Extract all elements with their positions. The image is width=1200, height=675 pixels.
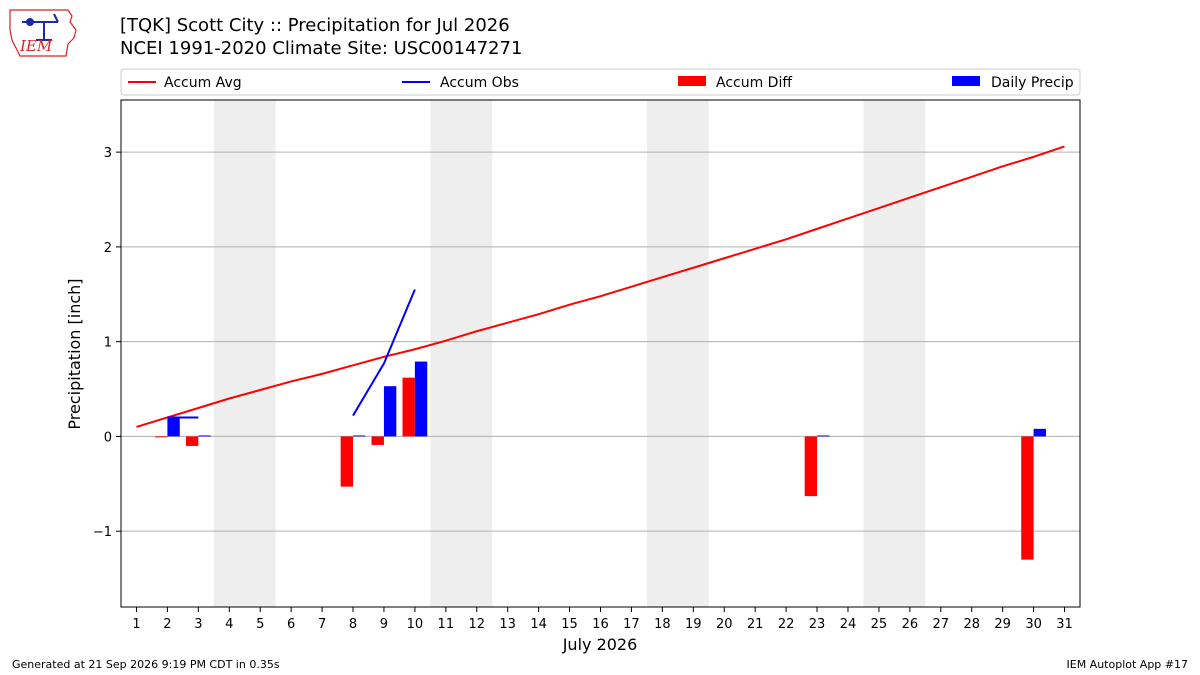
x-tick-label: 25 xyxy=(871,617,888,632)
x-tick-label: 9 xyxy=(380,617,388,632)
x-tick-label: 21 xyxy=(747,617,764,632)
x-tick-label: 16 xyxy=(592,617,609,632)
lines xyxy=(136,145,1065,428)
x-tick-label: 4 xyxy=(225,617,233,632)
weekend-band-2 xyxy=(646,100,709,607)
bar-daily-precip xyxy=(817,435,830,437)
y-axis-ticks: −1 0 1 2 3 xyxy=(93,146,121,540)
legend-swatch-accum-diff xyxy=(678,76,706,86)
legend-label-daily-precip: Daily Precip xyxy=(991,75,1074,91)
x-tick-label: 31 xyxy=(1056,617,1073,632)
bar-accum-diff xyxy=(1021,436,1034,560)
x-tick-label: 7 xyxy=(318,617,326,632)
legend: Accum Avg Accum Obs Accum Diff Daily Pre… xyxy=(120,68,1081,96)
bar-accum-diff xyxy=(185,436,199,446)
chart-subtitle: NCEI 1991-2020 Climate Site: USC00147271 xyxy=(120,38,522,59)
chart-title: [TQK] Scott City :: Precipitation for Ju… xyxy=(120,15,510,36)
x-tick-label: 19 xyxy=(685,617,702,632)
legend-label-accum-diff: Accum Diff xyxy=(716,75,792,91)
y-tick-label: 3 xyxy=(104,146,112,161)
x-tick-label: 24 xyxy=(840,617,857,632)
weather-station-icon xyxy=(22,13,59,41)
bar-daily-precip xyxy=(353,435,366,437)
x-tick-label: 22 xyxy=(778,617,795,632)
x-tick-label: 27 xyxy=(933,617,950,632)
legend-label-accum-avg: Accum Avg xyxy=(164,75,242,91)
x-tick-label: 8 xyxy=(349,617,357,632)
x-tick-label: 1 xyxy=(132,617,140,632)
x-tick-label: 15 xyxy=(561,617,578,632)
x-tick-label: 17 xyxy=(623,617,640,632)
y-axis-label: Precipitation [inch] xyxy=(65,278,84,429)
x-tick-label: 5 xyxy=(256,617,264,632)
bar-daily-precip xyxy=(167,417,180,437)
bar-daily-precip xyxy=(414,361,428,437)
x-tick-label: 13 xyxy=(499,617,516,632)
x-tick-label: 18 xyxy=(654,617,671,632)
x-tick-label: 14 xyxy=(530,617,547,632)
x-tick-label: 10 xyxy=(407,617,424,632)
bar-accum-diff xyxy=(402,377,415,437)
bar-accum-diff xyxy=(804,436,818,497)
legend-swatch-daily-precip xyxy=(952,76,980,86)
x-axis-label: July 2026 xyxy=(562,635,638,654)
weekend-band-0 xyxy=(213,100,276,607)
footer-app-id: IEM Autoplot App #17 xyxy=(1067,658,1189,671)
legend-frame xyxy=(120,68,1081,96)
bar-accum-diff xyxy=(371,436,384,445)
y-tick-label: −1 xyxy=(93,525,112,540)
bar-accum-diff xyxy=(155,436,168,438)
y-tick-label: 0 xyxy=(104,430,112,445)
bars xyxy=(155,361,1046,560)
weekend-band-1 xyxy=(430,100,493,607)
legend-label-accum-obs: Accum Obs xyxy=(440,75,519,91)
x-axis-ticks: 1 2 3 4 5 6 7 8 9 10 11 12 13 14 15 16 17 18 19 20 21 22 23 24 2… xyxy=(132,607,1073,632)
y-tick-label: 2 xyxy=(104,241,112,256)
iem-logo: IEM xyxy=(9,9,77,57)
x-tick-label: 23 xyxy=(809,617,826,632)
line-accum-avg xyxy=(136,145,1065,428)
bar-daily-precip xyxy=(198,435,211,437)
x-tick-label: 2 xyxy=(163,617,171,632)
x-tick-label: 6 xyxy=(287,617,295,632)
weekend-shading xyxy=(213,100,926,607)
line-accum-obs xyxy=(352,289,416,417)
x-tick-label: 30 xyxy=(1025,617,1042,632)
x-tick-label: 12 xyxy=(468,617,485,632)
gridlines xyxy=(121,151,1080,532)
y-tick-label: 1 xyxy=(104,336,112,351)
footer-generated: Generated at 21 Sep 2026 9:19 PM CDT in … xyxy=(12,658,280,671)
x-tick-label: 11 xyxy=(438,617,455,632)
weekend-band-3 xyxy=(863,100,926,607)
bar-accum-diff xyxy=(340,436,354,487)
bar-daily-precip xyxy=(1033,428,1046,437)
logo-text: IEM xyxy=(19,37,53,55)
x-tick-label: 28 xyxy=(963,617,980,632)
x-tick-label: 20 xyxy=(716,617,733,632)
x-tick-label: 29 xyxy=(994,617,1011,632)
bar-daily-precip xyxy=(383,386,397,437)
x-tick-label: 26 xyxy=(902,617,919,632)
x-tick-label: 3 xyxy=(194,617,202,632)
